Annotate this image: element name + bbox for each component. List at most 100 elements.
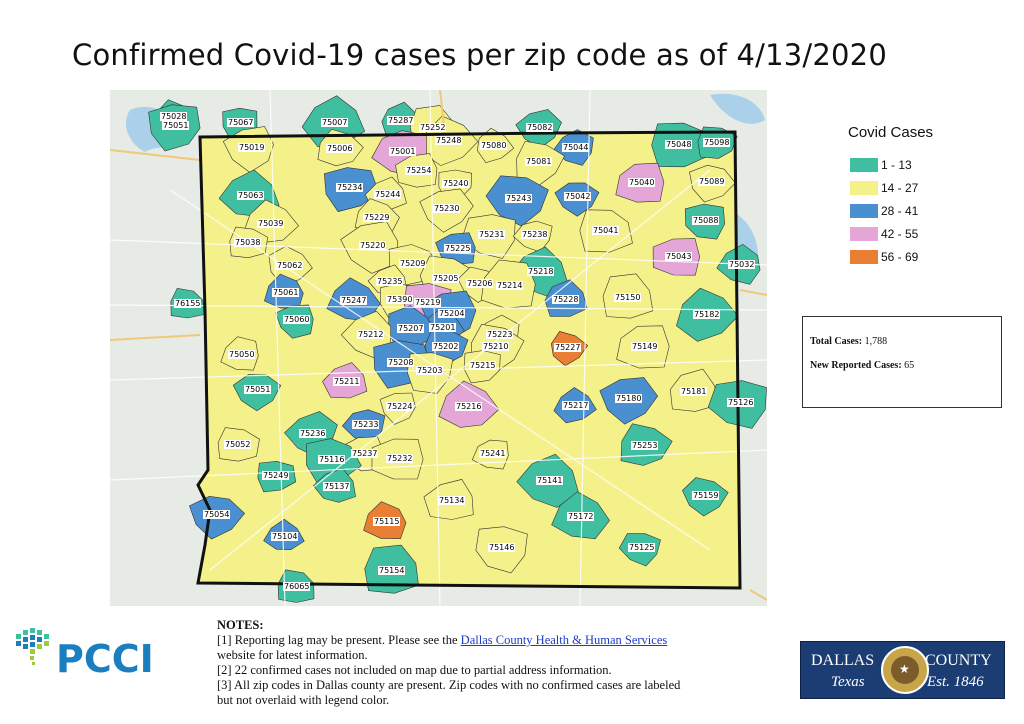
zip-label: 75081 — [525, 157, 553, 166]
zip-label: 75098 — [703, 138, 731, 147]
legend-item: 28 - 41 — [848, 199, 968, 222]
zip-label: 76065 — [283, 582, 311, 591]
zip-label: 75040 — [628, 178, 656, 187]
zip-label: 76155 — [174, 299, 202, 308]
zip-label: 75207 — [397, 324, 425, 333]
legend-swatch — [850, 180, 878, 195]
zip-label: 75219 — [414, 298, 442, 307]
zip-label: 75063 — [237, 191, 265, 200]
notes: NOTES: [1] Reporting lag may be present.… — [217, 618, 757, 708]
zip-label: 75228 — [552, 295, 580, 304]
zip-label: 75227 — [554, 343, 582, 352]
zip-label: 75240 — [442, 179, 470, 188]
zip-label: 75019 — [238, 143, 266, 152]
zip-label: 75215 — [469, 361, 497, 370]
note-1-cont: website for latest information. — [217, 648, 368, 662]
zip-label: 75159 — [692, 491, 720, 500]
est-text: Est. 1846 — [927, 674, 984, 690]
zip-label: 75243 — [505, 194, 533, 203]
zip-label: 75134 — [438, 496, 466, 505]
zip-label: 75253 — [631, 441, 659, 450]
zip-label: 75229 — [363, 213, 391, 222]
zip-label: 75287 — [387, 116, 415, 125]
zip-label: 75032 — [728, 260, 756, 269]
zip-label: 75236 — [299, 429, 327, 438]
zip-label: 75180 — [615, 394, 643, 403]
total-cases: Total Cases: 1,788 — [810, 336, 887, 347]
zip-label: 75218 — [527, 267, 555, 276]
zip-label: 75067 — [227, 118, 255, 127]
legend-item: 42 - 55 — [848, 222, 968, 245]
zip-label: 75220 — [359, 241, 387, 250]
zip-label: 75230 — [433, 204, 461, 213]
dchhs-link[interactable]: Dallas County Health & Human Services — [460, 633, 668, 647]
zip-label: 75038 — [234, 238, 262, 247]
new-cases: New Reported Cases: 65 — [810, 360, 914, 371]
zip-label: 75082 — [526, 123, 554, 132]
zip-label: 75182 — [693, 310, 721, 319]
zip-label: 75248 — [435, 136, 463, 145]
zip-label: 75061 — [272, 288, 300, 297]
zip-label: 75154 — [378, 566, 406, 575]
zip-label: 75205 — [432, 274, 460, 283]
map-legend: Covid Cases 1 - 13 14 - 27 28 - 41 42 - … — [848, 124, 968, 268]
zip-label: 75126 — [727, 398, 755, 407]
legend-item: 14 - 27 — [848, 176, 968, 199]
legend-item: 56 - 69 — [848, 245, 968, 268]
zip-label: 75006 — [326, 144, 354, 153]
legend-swatch — [850, 157, 878, 172]
note-3: [3] All zip codes in Dallas county are p… — [217, 678, 681, 692]
zip-label: 75210 — [482, 342, 510, 351]
pcci-logo: PCCI — [12, 624, 192, 684]
zip-label: 75060 — [283, 315, 311, 324]
zip-label: 75137 — [323, 482, 351, 491]
legend-label: 1 - 13 — [881, 157, 912, 172]
legend-label: 56 - 69 — [881, 249, 919, 264]
notes-heading: NOTES: — [217, 618, 264, 632]
zip-label: 75214 — [496, 281, 524, 290]
county-text: COUNTY — [925, 652, 992, 669]
legend-label: 28 - 41 — [881, 203, 919, 218]
zip-label: 75050 — [228, 350, 256, 359]
zip-label: 75231 — [478, 230, 506, 239]
total-cases-value: 1,788 — [864, 336, 888, 347]
zip-label: 75232 — [386, 454, 414, 463]
zip-label: 75212 — [357, 330, 385, 339]
new-cases-value: 65 — [904, 360, 915, 371]
dallas-county-logo: DALLAS COUNTY Texas Est. 1846 ★ — [800, 641, 1005, 699]
zip-label: 75146 — [488, 543, 516, 552]
dallas-text: DALLAS — [811, 652, 875, 669]
totals-box: Total Cases: 1,788 New Reported Cases: 6… — [802, 316, 1002, 408]
zip-label: 75204 — [438, 309, 466, 318]
zip-label: 75247 — [340, 296, 368, 305]
zip-label: 75254 — [405, 166, 433, 175]
zip-label: 75104 — [271, 532, 299, 541]
zip-label: 75224 — [386, 402, 414, 411]
zip-label: 75149 — [631, 342, 659, 351]
legend-item: 1 - 13 — [848, 153, 968, 176]
zip-label: 75116 — [318, 455, 346, 464]
texas-text: Texas — [831, 674, 865, 690]
zip-label: 75223 — [486, 330, 514, 339]
new-cases-label: New Reported Cases: — [810, 360, 902, 371]
legend-label: 14 - 27 — [881, 180, 919, 195]
zip-label: 75233 — [352, 420, 380, 429]
map-title: Confirmed Covid-19 cases per zip code as… — [72, 38, 887, 72]
pcci-logo-mark: PCCI — [16, 628, 154, 681]
lake-water — [710, 93, 765, 124]
zip-label: 75235 — [376, 277, 404, 286]
choropleth-map[interactable]: 75028 75051 75067 75007 75287 75252 75082 75019… — [110, 90, 767, 606]
note-1-text: [1] Reporting lag may be present. Please… — [217, 633, 461, 647]
zip-label: 75237 — [351, 449, 379, 458]
note-3-cont: but not overlaid with legend color. — [217, 693, 390, 707]
note-2: [2] 22 confirmed cases not included on m… — [217, 663, 612, 677]
zip-label: 75039 — [257, 219, 285, 228]
zip-label: 75001 — [389, 147, 417, 156]
zip-label: 75203 — [416, 366, 444, 375]
zip-label: 75249 — [262, 471, 290, 480]
zip-label: 75252 — [419, 123, 447, 132]
note-1: [1] Reporting lag may be present. Please… — [217, 633, 757, 648]
zip-label: 75041 — [592, 226, 620, 235]
total-cases-label: Total Cases: — [810, 336, 863, 347]
zip-label: 75217 — [562, 401, 590, 410]
